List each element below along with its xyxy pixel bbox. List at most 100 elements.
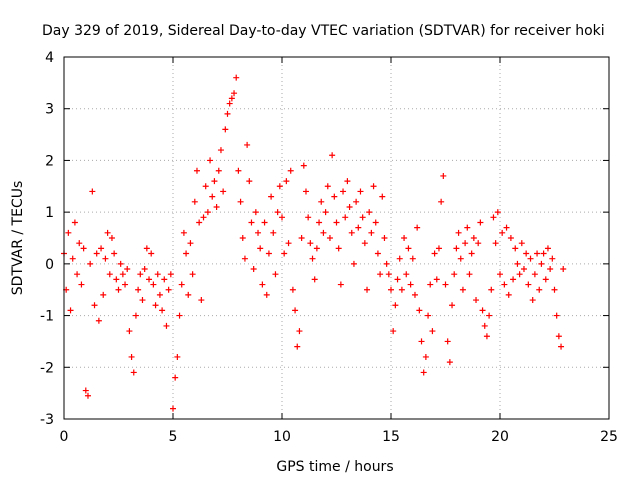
data-point [82,387,89,394]
data-point [462,240,469,247]
data-point [272,271,279,278]
data-point [490,214,497,221]
data-point [392,302,399,309]
data-point [499,229,506,236]
data-point [468,250,475,257]
y-tick-label: -1 [40,309,54,325]
data-point [333,219,340,226]
data-point [122,281,129,288]
data-point [189,271,196,278]
data-point [435,245,442,252]
data-point [494,209,501,216]
data-point [257,245,264,252]
data-point [255,229,262,236]
data-point [453,245,460,252]
data-point [113,276,120,283]
data-point [355,224,362,231]
data-point [215,167,222,174]
data-point [433,276,440,283]
data-point [353,198,360,205]
data-point [372,219,379,226]
data-point [211,178,218,185]
data-point [451,271,458,278]
data-point [259,281,266,288]
data-point [172,374,179,381]
data-point [233,74,240,81]
data-point [396,255,403,262]
data-point [538,260,545,267]
data-point [540,250,547,257]
data-point [481,322,488,329]
data-point [429,328,436,335]
y-tick-label: 3 [45,102,54,118]
data-point [403,271,410,278]
data-point [204,209,211,216]
data-point [111,250,118,257]
data-point [220,188,227,195]
y-axis-label: SDTVAR / TECUs [10,181,26,296]
data-point [276,183,283,190]
data-point [198,297,205,304]
data-point [89,188,96,195]
data-point [76,240,83,247]
data-point [385,271,392,278]
data-point [119,271,126,278]
data-point [479,307,486,314]
data-point [180,229,187,236]
data-point [287,167,294,174]
data-point [137,271,144,278]
data-point [326,235,333,241]
y-tick-label: 2 [45,153,54,169]
data-point [357,188,364,195]
data-point [141,266,148,273]
data-point [193,167,200,174]
data-point [379,193,386,200]
data-point [455,229,462,236]
data-point [313,245,320,252]
data-point [359,214,366,221]
data-point [335,245,342,252]
data-point [459,286,466,293]
data-point [348,229,355,236]
data-point [398,286,405,293]
data-point [156,291,163,298]
data-point [281,250,288,257]
data-point [159,307,166,314]
data-point [95,317,102,324]
data-point [241,255,248,262]
data-point [163,322,170,329]
data-point [224,110,231,117]
data-point [438,198,445,205]
data-points [61,74,567,412]
data-point [191,198,198,205]
data-point [200,214,207,221]
data-point [344,178,351,185]
y-tick-label: -2 [40,360,54,376]
data-point [316,219,323,226]
data-point [132,312,139,319]
data-point [202,183,209,190]
data-point [176,312,183,319]
chart-title: Day 329 of 2019, Sidereal Day-to-day VTE… [42,23,605,39]
data-point [446,359,453,366]
data-point [311,276,318,283]
data-point [150,281,157,288]
grid [64,57,609,419]
data-point [178,281,185,288]
data-point [407,281,414,288]
data-point [139,297,146,304]
data-point [67,307,74,314]
data-point [542,276,549,283]
data-point [289,286,296,293]
data-point [405,245,412,252]
data-point [558,343,565,350]
plot-frame [63,56,610,420]
data-point [427,281,434,288]
data-point [246,178,253,185]
data-point [170,405,176,412]
data-point [183,250,190,257]
data-point [307,240,314,247]
data-point [342,214,349,221]
data-point [226,100,233,107]
data-point [411,291,418,298]
